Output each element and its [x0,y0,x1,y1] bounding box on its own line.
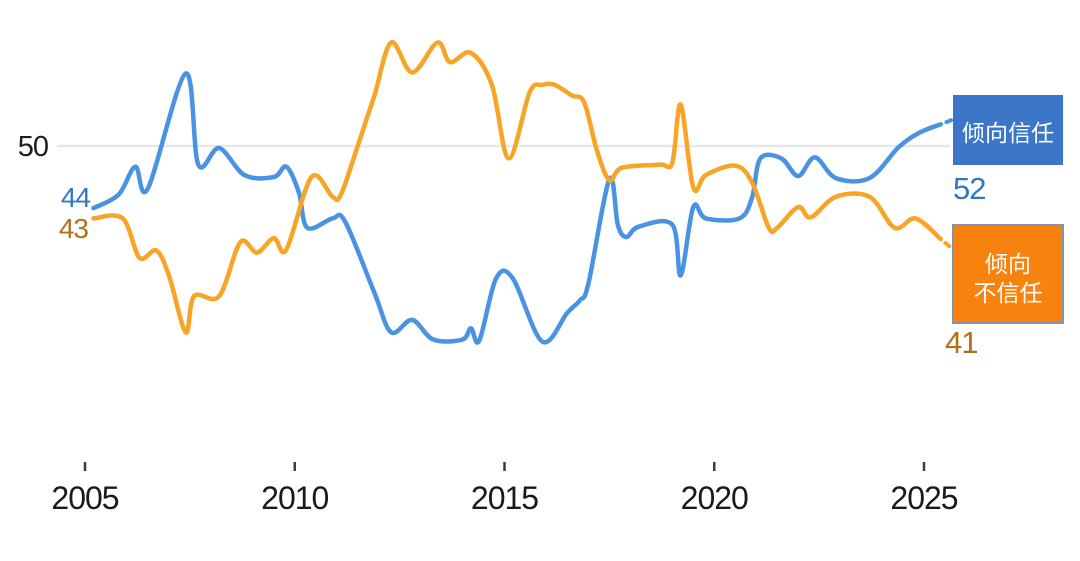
distrust-line [91,40,944,335]
x-tick-label: 2020 [681,480,748,516]
x-axis: 2005 2010 2015 2020 2025 [51,462,959,516]
legend-distrust-label-line1: 倾向 [985,251,1031,277]
x-tick-label: 2010 [261,480,328,516]
trust-end-value: 52 [953,171,985,206]
legend-trust-box [953,95,1063,165]
distrust-start-value: 43 [59,213,89,244]
x-tick-label: 2005 [51,480,118,516]
x-tick-label: 2025 [890,480,957,516]
x-tick-label: 2015 [471,480,538,516]
legend-distrust-label-line2: 不信任 [974,280,1043,306]
trust-line [91,71,944,345]
distrust-end-value: 41 [945,325,977,360]
legend-trust-label: 倾向信任 [962,120,1054,146]
y-axis-label-50: 50 [18,131,48,163]
legend-distrust-box [952,224,1064,324]
trust-start-value: 44 [61,182,91,213]
